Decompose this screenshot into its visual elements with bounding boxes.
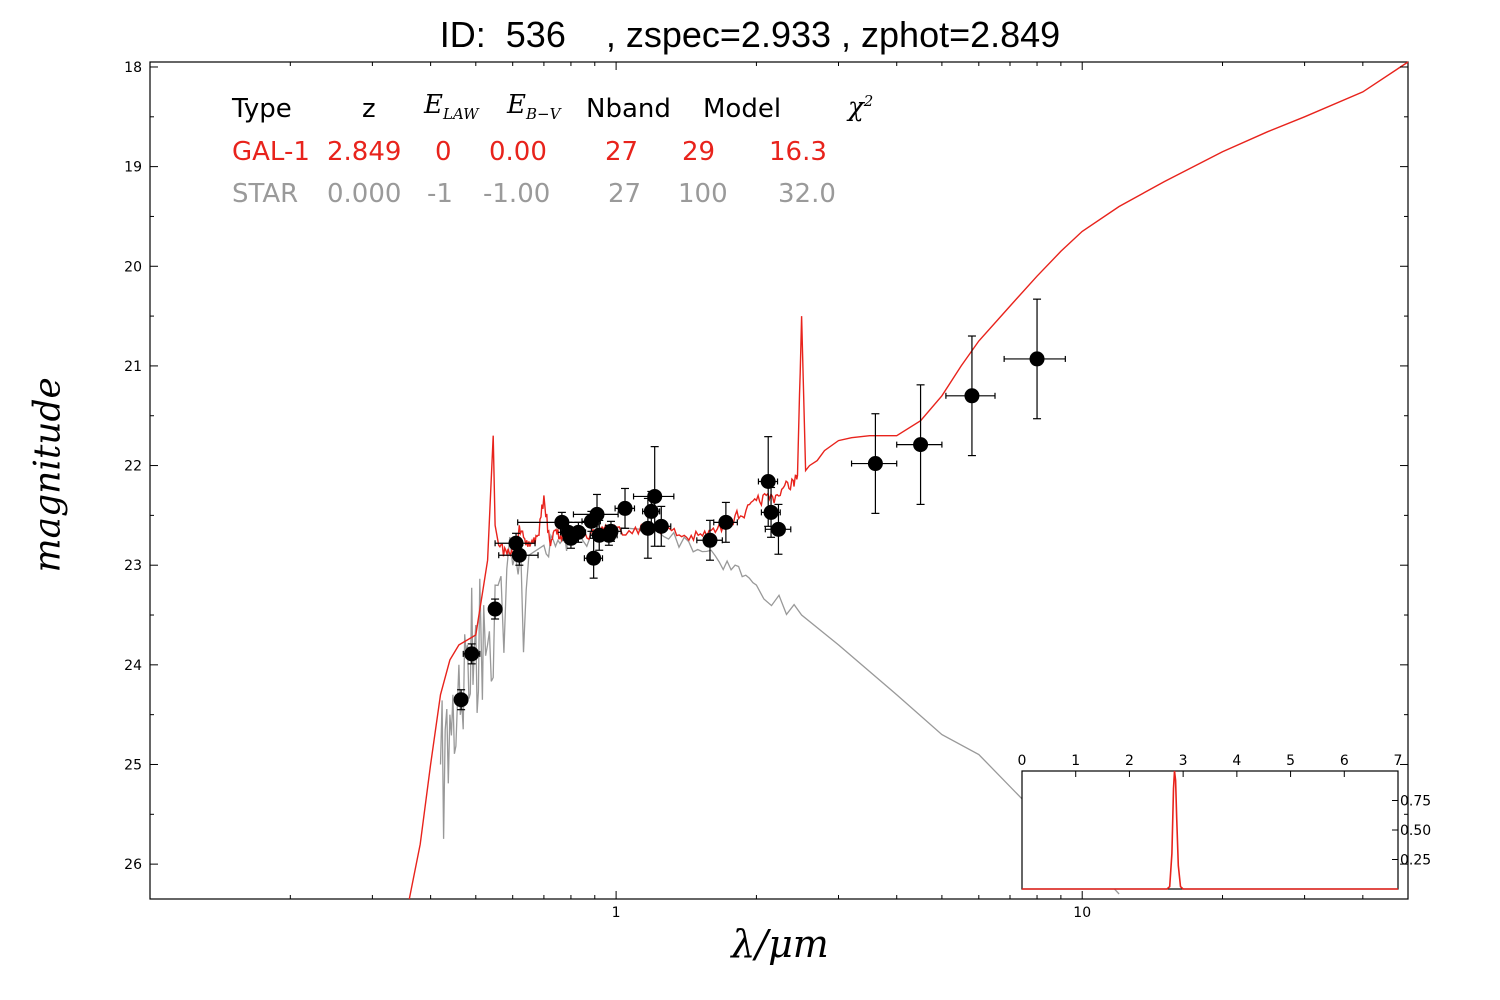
pdz-x-tick-label: 2: [1125, 753, 1134, 769]
y-tick-label: 20: [124, 259, 142, 275]
data-point-marker: [718, 514, 734, 530]
y-tick-label: 25: [124, 757, 142, 773]
data-point: [614, 487, 636, 529]
data-point-marker: [770, 521, 786, 537]
star-template-line: [439, 524, 1120, 895]
data-point: [850, 413, 898, 514]
legend-gal-chi2: 16.3: [769, 137, 827, 167]
legend-star-nband: 27: [608, 179, 642, 209]
data-point: [896, 384, 943, 506]
data-point: [572, 493, 619, 535]
data-point: [453, 689, 469, 711]
data-point-marker: [1029, 351, 1045, 367]
data-point-marker: [647, 488, 663, 504]
data-point: [650, 505, 672, 547]
legend-header-z: z: [362, 94, 376, 124]
pdz-curve: [1022, 770, 1398, 890]
legend-star-type: STAR: [232, 179, 299, 209]
y-tick-label: 21: [124, 359, 142, 375]
data-point-marker: [589, 506, 605, 522]
legend-header-chi2: χ2: [848, 92, 874, 123]
data-point-marker: [867, 456, 883, 472]
galaxy-template-line: [408, 61, 1409, 900]
pdz-y-tick-label: 0.25: [1400, 853, 1431, 869]
data-point: [945, 335, 996, 457]
legend-star-chi2: 32.0: [778, 179, 836, 209]
pdz-y-tick-label: 0.75: [1400, 794, 1431, 810]
pdz-x-tick-label: 0: [1018, 753, 1027, 769]
y-tick-label: 19: [124, 160, 142, 176]
legend-gal-z: 2.849: [327, 137, 402, 167]
data-point: [462, 643, 481, 665]
data-point-marker: [464, 646, 480, 662]
x-tick-label: 1: [612, 905, 621, 921]
legend-star-model: 100: [678, 179, 728, 209]
pdz-x-tick-label: 3: [1179, 753, 1188, 769]
data-point: [713, 501, 738, 543]
pdz-x-tick-label: 5: [1286, 753, 1295, 769]
y-tick-label: 26: [124, 857, 142, 873]
pdz-x-tick-label: 7: [1394, 753, 1403, 769]
pdz-y-tick-label: 0.50: [1400, 823, 1431, 839]
y-tick-label: 18: [124, 60, 142, 76]
data-point-marker: [760, 473, 776, 489]
legend-header-ebv: EB−V: [507, 90, 561, 124]
y-tick-label: 22: [124, 459, 142, 475]
data-point-marker: [511, 547, 527, 563]
y-tick-label: 23: [124, 558, 142, 574]
data-point-marker: [603, 523, 619, 539]
data-point-marker: [453, 692, 469, 708]
data-point: [570, 521, 587, 543]
x-tick-label: 10: [1073, 905, 1091, 921]
main-plot-frame: [149, 61, 1409, 900]
data-point-marker: [617, 500, 633, 516]
data-point: [1003, 298, 1066, 420]
data-point-marker: [653, 518, 669, 534]
pdz-x-tick-label: 1: [1071, 753, 1080, 769]
x-axis-label: λ/μm: [731, 922, 829, 966]
legend-gal-type: GAL-1: [232, 137, 310, 167]
data-point-marker: [913, 437, 929, 453]
data-point: [599, 520, 622, 542]
pdz-inset-frame: [1021, 770, 1399, 890]
legend-gal-model: 29: [682, 137, 716, 167]
data-point: [760, 486, 781, 538]
legend-star-z: 0.000: [327, 179, 402, 209]
legend-gal-elaw: 0: [435, 137, 452, 167]
pdz-x-tick-label: 6: [1340, 753, 1349, 769]
data-point-marker: [570, 524, 586, 540]
legend-star-ebv: -1.00: [483, 179, 551, 209]
y-axis-label: magnitude: [27, 377, 69, 573]
data-point-marker: [763, 504, 779, 520]
legend-gal-ebv: 0.00: [489, 137, 547, 167]
pdz-x-tick-label: 4: [1232, 753, 1241, 769]
legend-header-type: Type: [232, 94, 292, 124]
legend-gal-nband: 27: [605, 137, 639, 167]
chart-title: ID: 536 , zspec=2.933 , zphot=2.849: [439, 14, 1061, 55]
legend-star-elaw: -1: [427, 179, 453, 209]
legend-header-model: Model: [703, 94, 782, 124]
y-tick-label: 24: [124, 658, 142, 674]
data-point: [487, 598, 503, 620]
data-point-marker: [702, 532, 718, 548]
data-point-marker: [487, 601, 503, 617]
data-point: [696, 519, 723, 561]
legend-header-nband: Nband: [586, 94, 671, 124]
data-point: [757, 436, 779, 527]
data-point: [583, 537, 604, 579]
data-point: [498, 544, 539, 566]
data-point-marker: [643, 503, 659, 519]
data-point-marker: [586, 550, 602, 566]
data-point-marker: [640, 520, 656, 536]
data-point: [764, 503, 792, 555]
legend-header-elaw: ELAW: [424, 90, 479, 124]
data-point-marker: [964, 388, 980, 404]
